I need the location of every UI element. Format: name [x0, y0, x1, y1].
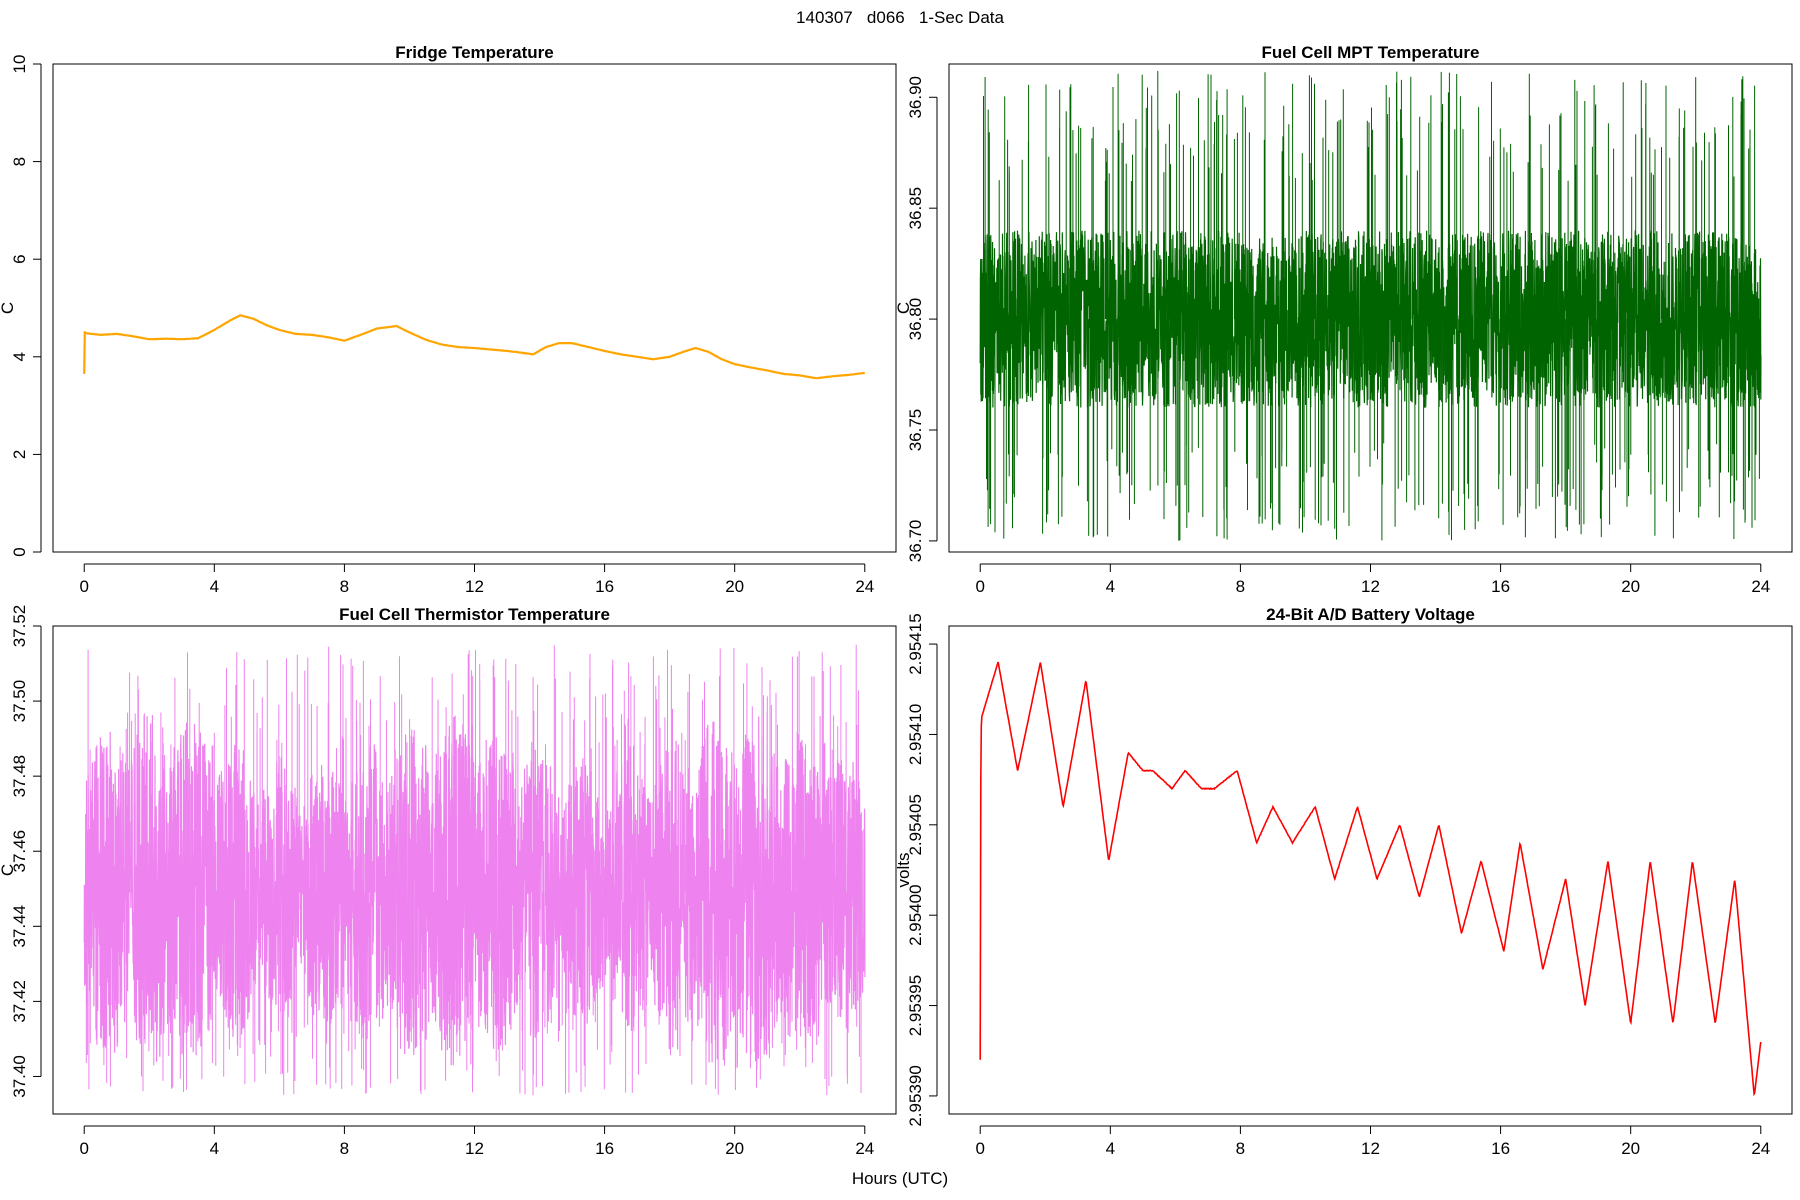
panel-title: Fuel Cell MPT Temperature: [1262, 43, 1480, 62]
y-axis-label: C: [894, 302, 913, 314]
series-line: [83, 314, 865, 380]
y-tick-label: 36.70: [906, 520, 925, 563]
plot-frame: [948, 63, 1793, 553]
y-tick-label: 37.40: [10, 1055, 29, 1098]
x-tick-label: 0: [79, 577, 88, 596]
x-tick-label: 16: [1491, 577, 1510, 596]
x-tick-label: 12: [465, 1139, 484, 1158]
series-group: [979, 71, 1762, 541]
y-tick-label: 37.50: [10, 680, 29, 723]
y-axis-label: volts: [894, 853, 913, 888]
y-tick-label: 37.52: [10, 605, 29, 648]
x-tick-label: 20: [725, 1139, 744, 1158]
x-tick-label: 4: [210, 577, 219, 596]
x-axis: 0 4 8 12 16 20 24: [975, 1125, 1770, 1158]
y-tick-label: 37.46: [10, 830, 29, 873]
x-tick-label: 12: [1361, 1139, 1380, 1158]
y-tick-label: 36.75: [906, 409, 925, 452]
plot-frame: [948, 625, 1793, 1115]
y-tick-label: 2.95400: [906, 884, 925, 945]
x-tick-label: 16: [1491, 1139, 1510, 1158]
panel-4: 24-Bit A/D Battery Voltage 0 4 8 12 16 20 24 2.9…: [894, 605, 1793, 1158]
y-tick-label: 4: [10, 352, 29, 361]
x-tick-label: 4: [1106, 1139, 1115, 1158]
y-tick-label: 6: [10, 254, 29, 263]
figure-title: 140307 d066 1-Sec Data: [796, 8, 1004, 27]
x-tick-label: 24: [1751, 577, 1770, 596]
series-group: [979, 661, 1762, 1097]
y-axis: 2.95390 2.95395 2.95400 2.95405 2.95410 2.954…: [906, 613, 938, 1127]
y-tick-label: 2.95395: [906, 975, 925, 1036]
panel-3: Fuel Cell Thermistor Temperature 0 4 8 12 16 2…: [0, 605, 897, 1158]
y-tick-label: 36.85: [906, 187, 925, 230]
x-tick-label: 4: [210, 1139, 219, 1158]
series-group: [83, 314, 865, 380]
x-tick-label: 20: [1621, 577, 1640, 596]
y-tick-label: 8: [10, 157, 29, 166]
x-tick-label: 8: [1236, 1139, 1245, 1158]
x-tick-label: 20: [1621, 1139, 1640, 1158]
x-tick-label: 24: [855, 577, 874, 596]
plot-frame: [52, 63, 897, 553]
y-tick-label: 36.90: [906, 76, 925, 119]
x-tick-label: 8: [1236, 577, 1245, 596]
y-axis: 0 2 4 6 8 10: [10, 55, 42, 557]
y-tick-label: 2: [10, 450, 29, 459]
x-tick-label: 24: [1751, 1139, 1770, 1158]
y-axis-label: C: [0, 864, 17, 876]
y-tick-label: 2.95410: [906, 704, 925, 765]
x-tick-label: 8: [340, 577, 349, 596]
x-tick-label: 20: [725, 577, 744, 596]
y-axis-label: C: [0, 302, 17, 314]
series-spikes: [983, 71, 1760, 541]
figure-x-label: Hours (UTC): [852, 1169, 948, 1188]
y-tick-label: 2.95390: [906, 1065, 925, 1126]
x-tick-label: 24: [855, 1139, 874, 1158]
x-axis: 0 4 8 12 16 20 24: [79, 1125, 874, 1158]
y-axis: 37.40 37.42 37.44 37.46 37.48 37.50 37.52: [10, 605, 42, 1098]
x-tick-label: 16: [595, 1139, 614, 1158]
y-tick-label: 2.95405: [906, 794, 925, 855]
x-axis: 0 4 8 12 16 20 24: [79, 563, 874, 596]
y-tick-label: 2.95415: [906, 613, 925, 674]
series-line: [979, 661, 1762, 1097]
panel-title: 24-Bit A/D Battery Voltage: [1266, 605, 1475, 624]
x-axis: 0 4 8 12 16 20 24: [975, 563, 1770, 596]
y-tick-label: 10: [10, 55, 29, 74]
x-tick-label: 12: [1361, 577, 1380, 596]
x-tick-label: 4: [1106, 577, 1115, 596]
x-tick-label: 16: [595, 577, 614, 596]
y-tick-label: 36.80: [906, 298, 925, 341]
panel-2: Fuel Cell MPT Temperature 0 4 8 12 16 20 24 36.7…: [894, 43, 1793, 596]
x-tick-label: 0: [79, 1139, 88, 1158]
x-tick-label: 12: [465, 577, 484, 596]
panel-1: Fridge Temperature048121620240246810C: [0, 43, 897, 596]
x-tick-label: 0: [975, 1139, 984, 1158]
y-tick-label: 0: [10, 547, 29, 556]
x-tick-label: 0: [975, 577, 984, 596]
y-tick-label: 37.48: [10, 755, 29, 798]
panel-title: Fuel Cell Thermistor Temperature: [339, 605, 610, 624]
plot-frame: [52, 625, 897, 1115]
x-tick-label: 8: [340, 1139, 349, 1158]
series-spikes: [85, 644, 862, 1096]
panels: Fridge Temperature048121620240246810CFue…: [0, 43, 1793, 1158]
y-tick-label: 37.44: [10, 905, 29, 948]
series-line: [83, 714, 866, 1070]
series-group: [83, 644, 866, 1096]
panel-title: Fridge Temperature: [395, 43, 553, 62]
y-tick-label: 37.42: [10, 980, 29, 1023]
y-axis: 36.70 36.75 36.80 36.85 36.90: [906, 76, 938, 563]
